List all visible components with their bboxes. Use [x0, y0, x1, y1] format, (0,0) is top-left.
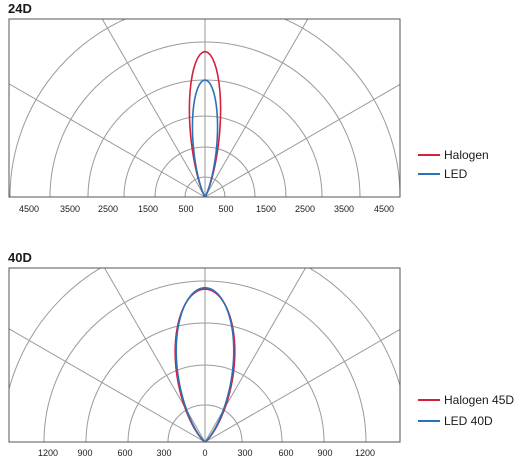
polar-chart-2: 40D 1200 900 600 300 0 300 600 900 1200 Halogen 45… [8, 250, 514, 458]
grid-spoke [9, 83, 206, 197]
tick-label: 2500 [295, 204, 315, 214]
legend-label: Halogen 45D [444, 393, 514, 407]
grid-spoke [101, 19, 206, 197]
tick-label: 900 [317, 448, 332, 458]
series-line-2 [175, 286, 235, 442]
chart-title: 40D [8, 250, 32, 265]
tick-label: 1200 [355, 448, 375, 458]
grid-spoke [204, 328, 400, 442]
grid-spoke [204, 268, 307, 442]
tick-label: 1500 [138, 204, 158, 214]
tick-label: 500 [218, 204, 233, 214]
tick-label: 1500 [256, 204, 276, 214]
legend-label: LED 40D [444, 414, 493, 428]
tick-label: 600 [278, 448, 293, 458]
tick-label: 300 [156, 448, 171, 458]
legend-label: LED [444, 167, 468, 181]
series-line-2 [191, 79, 219, 197]
tick-label: 0 [202, 448, 207, 458]
legend: Halogen LED [418, 148, 489, 181]
tick-label: 300 [237, 448, 252, 458]
series-lines [188, 50, 222, 197]
grid-spoke [103, 268, 206, 442]
tick-label: 600 [117, 448, 132, 458]
tick-label: 3500 [60, 204, 80, 214]
grid-spoke [9, 328, 206, 442]
legend-label: Halogen [444, 148, 489, 162]
tick-label: 900 [77, 448, 92, 458]
grid-spoke [204, 83, 400, 197]
grid-spoke [204, 19, 309, 197]
chart-title: 24D [8, 1, 32, 16]
polar-grid [9, 268, 400, 442]
tick-label: 4500 [374, 204, 394, 214]
tick-label: 2500 [98, 204, 118, 214]
tick-label: 3500 [334, 204, 354, 214]
grid-ring [9, 268, 400, 392]
polar-grid [9, 19, 400, 197]
tick-label: 1200 [38, 448, 58, 458]
series-lines [174, 286, 236, 442]
polar-chart-1: 24D 4500 3500 2500 1500 500 500 1500 2500 3500 450… [8, 1, 489, 214]
tick-label: 4500 [19, 204, 39, 214]
tick-label: 500 [178, 204, 193, 214]
grid-ring [9, 19, 400, 197]
legend: Halogen 45D LED 40D [418, 393, 514, 428]
